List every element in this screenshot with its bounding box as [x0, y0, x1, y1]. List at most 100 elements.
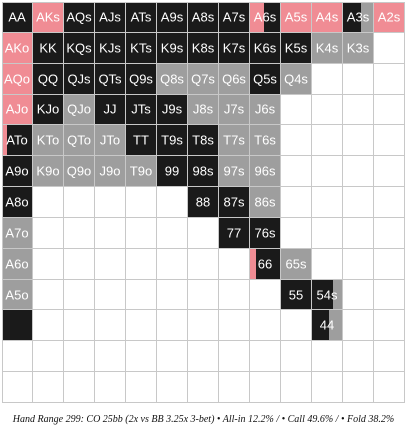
hand-cell[interactable]	[343, 63, 374, 95]
hand-cell[interactable]: 77	[219, 217, 250, 249]
hand-cell[interactable]	[157, 372, 188, 403]
hand-cell[interactable]	[126, 279, 157, 311]
hand-cell[interactable]	[188, 279, 219, 311]
hand-cell[interactable]	[33, 310, 64, 342]
hand-cell[interactable]: JTs	[126, 94, 157, 126]
hand-cell[interactable]	[157, 248, 188, 280]
hand-cell[interactable]	[33, 217, 64, 249]
hand-cell[interactable]: Q9o	[64, 156, 95, 188]
hand-cell[interactable]	[250, 372, 281, 403]
hand-cell[interactable]: QJs	[64, 63, 95, 95]
hand-cell[interactable]: J9o	[95, 156, 126, 188]
hand-cell[interactable]	[374, 156, 405, 188]
hand-cell[interactable]: AJo	[2, 94, 33, 126]
hand-cell[interactable]: K7s	[219, 32, 250, 64]
hand-cell[interactable]: 88	[188, 187, 219, 218]
hand-cell[interactable]	[95, 341, 126, 373]
hand-cell[interactable]: AJs	[95, 2, 126, 33]
hand-cell[interactable]	[64, 217, 95, 249]
hand-cell[interactable]	[374, 32, 405, 64]
hand-cell[interactable]: 87s	[219, 187, 250, 218]
hand-cell[interactable]	[126, 372, 157, 403]
hand-cell[interactable]: JTo	[95, 125, 126, 157]
hand-cell[interactable]	[95, 310, 126, 342]
hand-cell[interactable]	[126, 310, 157, 342]
hand-cell[interactable]	[343, 94, 374, 126]
hand-cell[interactable]: QTs	[95, 63, 126, 95]
hand-cell[interactable]	[312, 248, 343, 280]
hand-cell[interactable]: J9s	[157, 94, 188, 126]
hand-cell[interactable]: 65s	[281, 248, 312, 280]
hand-cell[interactable]: A7s	[219, 2, 250, 33]
hand-cell[interactable]: T6s	[250, 125, 281, 157]
hand-cell[interactable]	[219, 310, 250, 342]
hand-cell[interactable]: T9s	[157, 125, 188, 157]
hand-cell[interactable]: KQs	[64, 32, 95, 64]
hand-cell[interactable]: K6s	[250, 32, 281, 64]
hand-cell[interactable]: K8s	[188, 32, 219, 64]
hand-cell[interactable]: J8s	[188, 94, 219, 126]
hand-cell[interactable]	[281, 217, 312, 249]
hand-cell[interactable]	[374, 310, 405, 342]
hand-cell[interactable]	[219, 341, 250, 373]
hand-cell[interactable]: A8s	[188, 2, 219, 33]
hand-cell[interactable]	[126, 217, 157, 249]
hand-cell[interactable]	[64, 341, 95, 373]
hand-cell[interactable]	[343, 156, 374, 188]
hand-cell[interactable]: 66	[250, 248, 281, 280]
hand-cell[interactable]: TT	[126, 125, 157, 157]
hand-cell[interactable]	[312, 372, 343, 403]
hand-cell[interactable]	[2, 341, 33, 373]
hand-cell[interactable]	[250, 279, 281, 311]
hand-cell[interactable]: 86s	[250, 187, 281, 218]
hand-cell[interactable]	[2, 372, 33, 403]
hand-cell[interactable]	[157, 279, 188, 311]
hand-cell[interactable]	[374, 341, 405, 373]
hand-cell[interactable]: 54s	[312, 279, 343, 311]
hand-cell[interactable]	[343, 310, 374, 342]
hand-cell[interactable]	[312, 217, 343, 249]
hand-cell[interactable]: Q7s	[188, 63, 219, 95]
hand-cell[interactable]: 76s	[250, 217, 281, 249]
hand-cell[interactable]	[157, 341, 188, 373]
hand-cell[interactable]	[219, 372, 250, 403]
hand-cell[interactable]	[188, 372, 219, 403]
hand-cell[interactable]	[343, 187, 374, 218]
hand-cell[interactable]	[126, 341, 157, 373]
hand-cell[interactable]: A6s	[250, 2, 281, 33]
hand-cell[interactable]	[95, 248, 126, 280]
hand-cell[interactable]: JJ	[95, 94, 126, 126]
hand-cell[interactable]	[2, 310, 33, 342]
hand-cell[interactable]: A8o	[2, 187, 33, 218]
hand-cell[interactable]	[33, 372, 64, 403]
hand-cell[interactable]: QJo	[64, 94, 95, 126]
hand-cell[interactable]: KJo	[33, 94, 64, 126]
hand-cell[interactable]	[312, 125, 343, 157]
hand-cell[interactable]	[250, 341, 281, 373]
hand-cell[interactable]	[312, 187, 343, 218]
hand-cell[interactable]	[188, 310, 219, 342]
hand-cell[interactable]	[64, 310, 95, 342]
hand-cell[interactable]: QQ	[33, 63, 64, 95]
hand-cell[interactable]	[250, 310, 281, 342]
hand-cell[interactable]	[312, 63, 343, 95]
hand-cell[interactable]: Q9s	[126, 63, 157, 95]
hand-cell[interactable]: AKo	[2, 32, 33, 64]
hand-cell[interactable]: K4s	[312, 32, 343, 64]
hand-cell[interactable]: A9s	[157, 2, 188, 33]
hand-cell[interactable]	[188, 248, 219, 280]
hand-cell[interactable]: Q6s	[219, 63, 250, 95]
hand-cell[interactable]	[95, 187, 126, 218]
hand-cell[interactable]: T8s	[188, 125, 219, 157]
hand-cell[interactable]	[33, 248, 64, 280]
hand-cell[interactable]: Q8s	[157, 63, 188, 95]
hand-cell[interactable]	[374, 125, 405, 157]
hand-cell[interactable]	[374, 63, 405, 95]
hand-cell[interactable]	[281, 94, 312, 126]
hand-cell[interactable]	[64, 372, 95, 403]
hand-cell[interactable]	[33, 341, 64, 373]
hand-cell[interactable]: KTo	[33, 125, 64, 157]
hand-cell[interactable]	[157, 217, 188, 249]
hand-cell[interactable]	[343, 125, 374, 157]
hand-cell[interactable]	[281, 187, 312, 218]
